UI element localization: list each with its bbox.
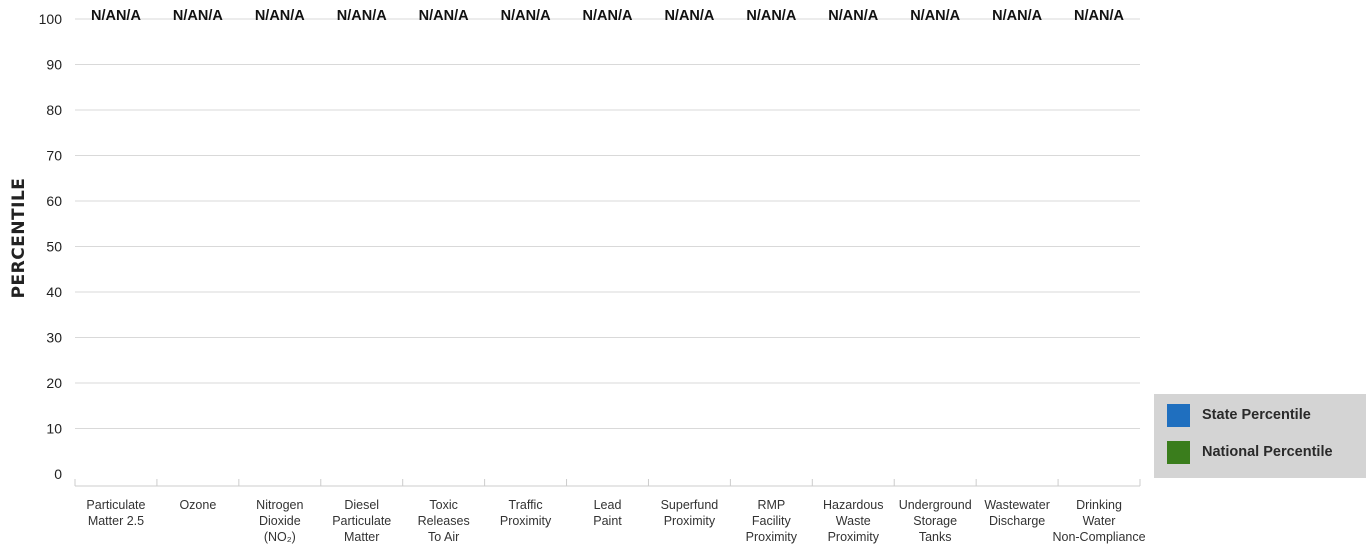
value-label: N/AN/A	[583, 8, 633, 24]
x-tick-label: Superfund Proximity	[661, 498, 719, 528]
value-labels: N/AN/A N/AN/A N/AN/A N/AN/A N/AN/A N/AN/A N/AN…	[91, 8, 1125, 24]
legend: State Percentile National Percentile	[1154, 394, 1366, 478]
legend-label-state: State Percentile	[1202, 407, 1311, 423]
y-tick-20: 20	[46, 375, 62, 391]
value-label: N/AN/A	[419, 8, 469, 24]
value-label: N/AN/A	[255, 8, 305, 24]
y-tick-50: 50	[46, 239, 62, 255]
x-tick-label: Wastewater Discharge	[984, 498, 1050, 528]
x-tick-label: RMP Facility Proximity	[746, 498, 798, 544]
y-tick-0: 0	[54, 466, 62, 482]
x-tick-label: Toxic Releases To Air	[418, 498, 470, 544]
x-axis-ticks: Particulate Matter 2.5 Ozone Nitrogen Dioxid…	[86, 498, 1145, 544]
x-tick-label: Hazardous Waste Proximity	[823, 498, 883, 544]
x-tick-label: Drinking Water Non-Compliance	[1052, 498, 1145, 544]
legend-item-state: State Percentile	[1167, 403, 1311, 427]
x-tick-label: Traffic Proximity	[500, 498, 552, 528]
x-tick-label: Underground Storage Tanks	[899, 498, 972, 544]
category-dividers	[74, 479, 1141, 487]
x-tick-label: Lead Paint	[593, 498, 622, 528]
value-label: N/AN/A	[910, 8, 960, 24]
value-label: N/AN/A	[1074, 8, 1124, 24]
y-tick-80: 80	[46, 102, 62, 118]
value-label: N/AN/A	[91, 8, 141, 24]
value-label: N/AN/A	[746, 8, 796, 24]
y-axis-ticks: 0 10 20 30 40 50 60 70 80 90 100	[39, 11, 63, 482]
value-label: N/AN/A	[664, 8, 714, 24]
y-tick-40: 40	[46, 284, 62, 300]
legend-label-national: National Percentile	[1202, 444, 1333, 460]
x-tick-label: Nitrogen Dioxide (NO₂)	[256, 498, 303, 544]
x-tick-label: Particulate Matter 2.5	[86, 498, 145, 528]
y-tick-70: 70	[46, 148, 62, 164]
y-tick-10: 10	[46, 421, 62, 437]
legend-swatch-state	[1167, 403, 1190, 427]
value-label: N/AN/A	[992, 8, 1042, 24]
value-label: N/AN/A	[501, 8, 551, 24]
grid-lines	[75, 18, 1140, 429]
y-axis-label: PERCENTILE	[9, 178, 29, 299]
value-label: N/AN/A	[173, 8, 223, 24]
value-label: N/AN/A	[337, 8, 387, 24]
legend-item-national: National Percentile	[1167, 440, 1333, 464]
y-tick-60: 60	[46, 193, 62, 209]
value-label: N/AN/A	[828, 8, 878, 24]
y-tick-30: 30	[46, 330, 62, 346]
x-tick-label: Diesel Particulate Matter	[332, 498, 391, 544]
x-tick-label: Ozone	[179, 498, 216, 512]
legend-swatch-national	[1167, 440, 1190, 464]
y-tick-100: 100	[39, 11, 63, 27]
y-tick-90: 90	[46, 57, 62, 73]
